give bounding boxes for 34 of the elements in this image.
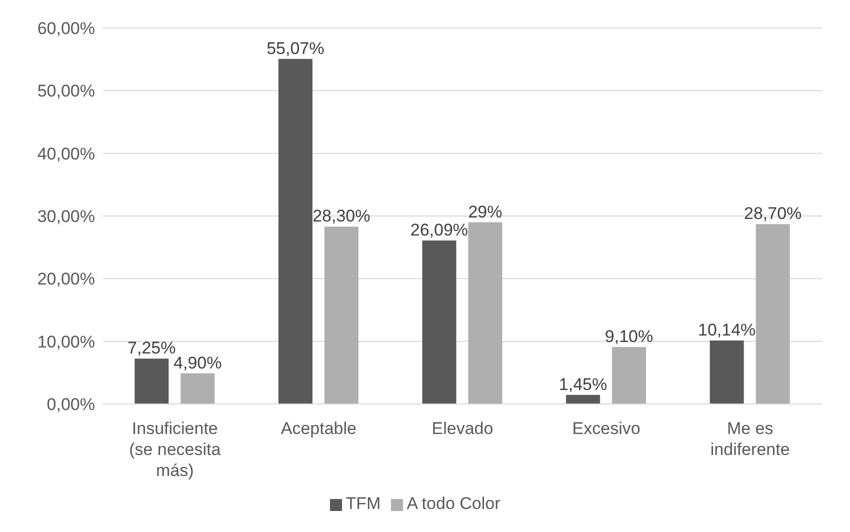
y-tick-label: 60,00% [37, 19, 95, 38]
bar [612, 346, 646, 404]
bar [468, 222, 502, 404]
data-label: 29% [468, 202, 502, 222]
bar [134, 358, 169, 404]
x-tick-label: Excesivo [572, 419, 640, 438]
data-label: 55,07% [266, 38, 324, 58]
data-label: 28,70% [744, 204, 802, 224]
y-tick-label: 10,00% [37, 332, 95, 352]
x-tick-label: Elevado [432, 419, 494, 438]
bar [422, 240, 456, 404]
x-tick-label: Aceptable [280, 419, 357, 438]
bar [566, 394, 600, 404]
legend-label: TFM [346, 494, 381, 513]
y-tick-label: 0,00% [46, 395, 95, 414]
x-tick-label: Insuficiente (se necesita más) [129, 419, 222, 480]
y-tick-label: 50,00% [37, 82, 95, 101]
bar [180, 373, 215, 404]
data-label: 9,10% [604, 326, 654, 346]
data-label: 28,30% [312, 206, 370, 226]
data-label: 26,09% [410, 220, 468, 240]
data-label: 4,90% [174, 353, 222, 372]
data-label: 1,45% [558, 374, 608, 394]
data-label: 10,14% [698, 320, 756, 340]
x-tick-label: Me es indiferente [710, 419, 790, 459]
y-tick-label: 30,00% [37, 207, 95, 226]
bar [756, 224, 790, 404]
bar [278, 58, 312, 404]
y-tick-label: 40,00% [37, 144, 95, 164]
bar [324, 226, 358, 404]
data-label: 7,25% [128, 338, 176, 358]
bar [710, 340, 744, 404]
legend-label: A todo Color [406, 494, 500, 513]
y-tick-label: 20,00% [37, 270, 95, 289]
